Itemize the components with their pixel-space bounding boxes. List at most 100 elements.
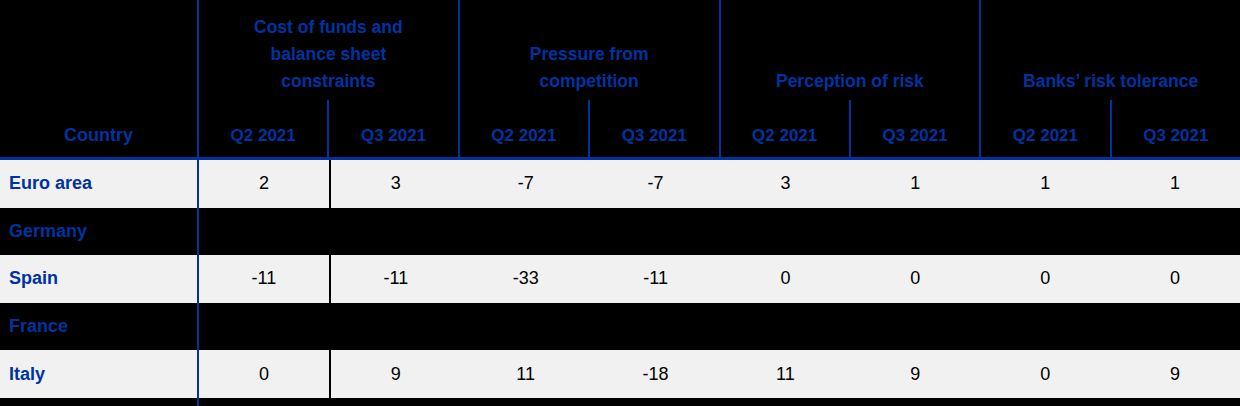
group-title-wrap: Pressure from competition	[460, 0, 719, 100]
data-cells: 23-7-73111	[199, 160, 1240, 208]
data-cell	[721, 303, 851, 351]
country-label: Germany	[9, 221, 87, 242]
subcolumn-header-row: Q2 2021 Q3 2021	[199, 100, 458, 157]
subcolumn-header-row: Q2 2021 Q3 2021	[981, 100, 1240, 157]
data-cell	[331, 303, 461, 351]
table-row-euro-area: Euro area23-7-73111	[0, 160, 1240, 208]
subcolumn-label: Q2 2021	[491, 126, 556, 146]
data-cell: 2	[199, 160, 331, 208]
country-cell-euro-area: Euro area	[0, 160, 199, 208]
column-group-perception-of-risk: Perception of risk Q2 2021 Q3 2021	[719, 0, 980, 157]
data-cell: -33	[461, 255, 591, 303]
country-cell-spain: Spain	[0, 255, 199, 303]
column-group-cost-of-funds-and-balance-sheet-constraints: Cost of funds and balance sheet constrai…	[199, 0, 458, 157]
subcolumn-header-banks-risk-tolerance-q3-2021: Q3 2021	[1110, 100, 1240, 157]
subcolumn-label: Q2 2021	[752, 126, 817, 146]
bottom-border-country-segment	[0, 398, 199, 406]
subcolumn-header-perception-of-risk-q3-2021: Q3 2021	[849, 100, 979, 157]
data-cell	[461, 303, 591, 351]
data-cell: -7	[461, 160, 591, 208]
data-cells: 0911-1811909	[199, 350, 1240, 398]
country-cell-italy: Italy	[0, 350, 199, 398]
data-cell: 9	[850, 350, 980, 398]
survey-table: Country Cost of funds and balance sheet …	[0, 0, 1240, 406]
data-cell: 9	[331, 350, 461, 398]
data-cell: 11	[461, 350, 591, 398]
group-title: Pressure from competition	[492, 41, 687, 100]
data-cell: -11	[199, 255, 331, 303]
table-header: Country Cost of funds and balance sheet …	[0, 0, 1240, 160]
country-column-header: Country	[0, 0, 199, 157]
group-title: Perception of risk	[776, 68, 924, 100]
subcolumn-header-banks-risk-tolerance-q2-2021: Q2 2021	[981, 100, 1109, 157]
data-cell: -7	[591, 160, 721, 208]
data-cells: -11-11-33-110000	[199, 255, 1240, 303]
subcolumn-header-cost-of-funds-and-balance-sheet-constraints-q2-2021: Q2 2021	[199, 100, 327, 157]
group-title-wrap: Banks’ risk tolerance	[981, 0, 1240, 100]
data-cell: 3	[721, 160, 851, 208]
subcolumn-header-row: Q2 2021 Q3 2021	[460, 100, 719, 157]
data-cell: -11	[331, 255, 461, 303]
data-cell	[331, 208, 461, 256]
subcolumn-label: Q3 2021	[361, 126, 426, 146]
table-bottom-border	[0, 398, 1240, 406]
data-cell: 3	[331, 160, 461, 208]
data-cell: 0	[980, 350, 1110, 398]
data-cell: -18	[591, 350, 721, 398]
data-cell	[199, 208, 331, 256]
data-cell	[850, 303, 980, 351]
table-row-spain: Spain-11-11-33-110000	[0, 255, 1240, 303]
data-cell: 0	[980, 255, 1110, 303]
subcolumn-label: Q2 2021	[231, 126, 296, 146]
subcolumn-label: Q3 2021	[622, 126, 687, 146]
table-row-germany: Germany	[0, 208, 1240, 256]
subcolumn-header-cost-of-funds-and-balance-sheet-constraints-q3-2021: Q3 2021	[327, 100, 457, 157]
table-row-italy: Italy0911-1811909	[0, 350, 1240, 398]
data-cell	[721, 208, 851, 256]
data-cell	[199, 303, 331, 351]
data-cell: 0	[1110, 255, 1240, 303]
country-cell-france: France	[0, 303, 199, 351]
data-cell	[461, 208, 591, 256]
country-label: Euro area	[9, 173, 92, 194]
data-cell: 1	[1110, 160, 1240, 208]
table-body: Euro area23-7-73111GermanySpain-11-11-33…	[0, 160, 1240, 398]
table-row-france: France	[0, 303, 1240, 351]
subcolumn-label: Q3 2021	[1143, 126, 1208, 146]
subcolumn-header-pressure-from-competition-q3-2021: Q3 2021	[588, 100, 718, 157]
group-title: Cost of funds and balance sheet constrai…	[231, 14, 426, 100]
country-label: Italy	[9, 364, 45, 385]
subcolumn-label: Q2 2021	[1013, 126, 1078, 146]
data-cell	[980, 208, 1110, 256]
column-group-banks-risk-tolerance: Banks’ risk tolerance Q2 2021 Q3 2021	[979, 0, 1240, 157]
country-label: France	[9, 316, 68, 337]
data-cell: 11	[721, 350, 851, 398]
data-cell: 9	[1110, 350, 1240, 398]
subcolumn-header-row: Q2 2021 Q3 2021	[721, 100, 980, 157]
data-cell	[591, 208, 721, 256]
data-cell	[980, 303, 1110, 351]
group-title-wrap: Cost of funds and balance sheet constrai…	[199, 0, 458, 100]
data-cell	[591, 303, 721, 351]
group-title: Banks’ risk tolerance	[1023, 68, 1198, 100]
data-cell	[1110, 303, 1240, 351]
data-cell: -11	[591, 255, 721, 303]
subcolumn-header-pressure-from-competition-q2-2021: Q2 2021	[460, 100, 588, 157]
country-label: Spain	[9, 268, 58, 289]
group-title-wrap: Perception of risk	[721, 0, 980, 100]
data-cell: 0	[199, 350, 331, 398]
data-cell: 0	[850, 255, 980, 303]
data-cell: 1	[980, 160, 1110, 208]
subcolumn-label: Q3 2021	[882, 126, 947, 146]
data-cells	[199, 208, 1240, 256]
country-header-label: Country	[64, 125, 133, 146]
data-cell	[1110, 208, 1240, 256]
data-cell	[850, 208, 980, 256]
header-groups: Cost of funds and balance sheet constrai…	[199, 0, 1240, 157]
data-cell: 0	[721, 255, 851, 303]
data-cell: 1	[850, 160, 980, 208]
data-cells	[199, 303, 1240, 351]
subcolumn-header-perception-of-risk-q2-2021: Q2 2021	[721, 100, 849, 157]
country-cell-germany: Germany	[0, 208, 199, 256]
column-group-pressure-from-competition: Pressure from competition Q2 2021 Q3 2021	[458, 0, 719, 157]
